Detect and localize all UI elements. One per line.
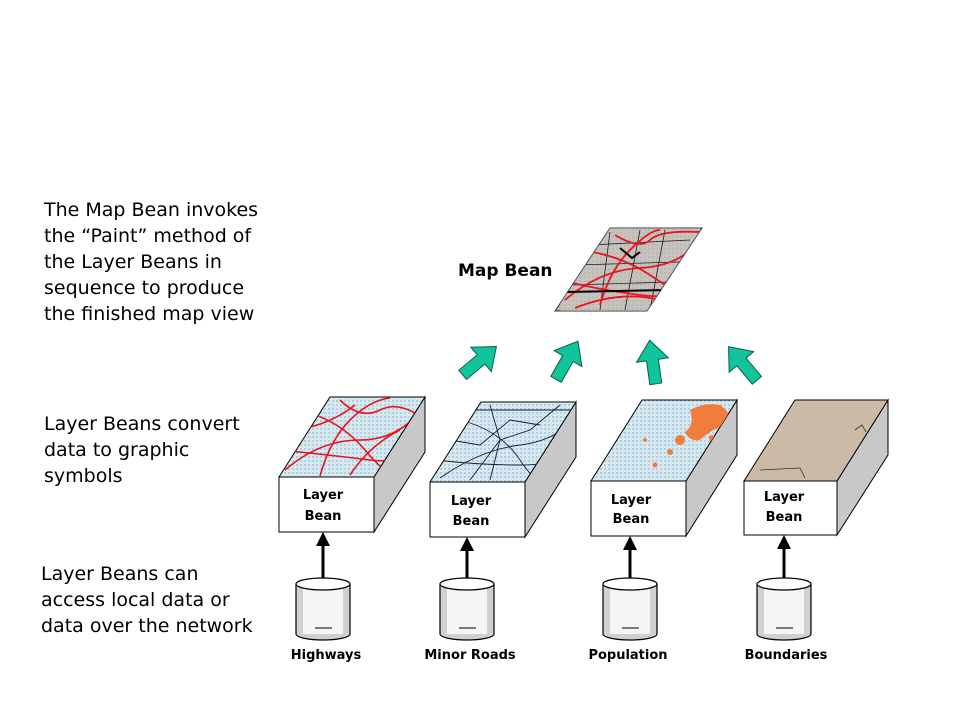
source-arrow-0: [316, 532, 330, 582]
map-bean-invokes-note: The Map Bean invokes the “Paint” method …: [44, 199, 259, 325]
layer-beans-convert-note: Layer Beans convert data to graphic symb…: [44, 413, 240, 487]
database-icon-boundaries: [756, 577, 812, 641]
layer-beans-access-note: Layer Beans can access local data or dat…: [41, 563, 253, 637]
layer-bean-label-line1: Layer: [611, 493, 652, 508]
arrow-up-0: [458, 346, 497, 381]
layer-bean-minor-roads: Layer Bean: [429, 400, 577, 539]
map-bean-label: Map Bean: [458, 261, 553, 281]
source-label-highways: Highways: [291, 648, 362, 663]
arrow-up-2: [635, 339, 670, 386]
database-icon-minor-roads: [439, 577, 495, 641]
layer-bean-boundaries: Layer Bean: [743, 398, 889, 537]
layer-bean-label-line2: Bean: [766, 510, 803, 525]
database-icon-population: [602, 577, 658, 641]
layer-bean-label-line2: Bean: [453, 514, 490, 529]
source-label-minor-roads: Minor Roads: [424, 648, 516, 663]
layer-bean-label-line1: Layer: [303, 488, 344, 503]
source-arrow-3: [777, 535, 791, 582]
layer-bean-label-line1: Layer: [451, 494, 492, 509]
source-label-population: Population: [588, 648, 667, 663]
database-icon-highways: [295, 577, 351, 641]
arrow-up-3: [728, 346, 763, 385]
layer-bean-highways: Layer Bean: [278, 395, 426, 534]
layer-bean-label-line2: Bean: [613, 512, 650, 527]
source-arrow-1: [460, 537, 474, 582]
source-arrow-2: [623, 536, 637, 582]
map-bean-composite: [554, 227, 703, 312]
source-label-boundaries: Boundaries: [745, 648, 828, 663]
layer-bean-label-line1: Layer: [764, 490, 805, 505]
layer-bean-population: Layer Bean: [590, 398, 738, 538]
arrow-up-1: [550, 340, 583, 384]
layer-bean-label-line2: Bean: [305, 509, 342, 524]
